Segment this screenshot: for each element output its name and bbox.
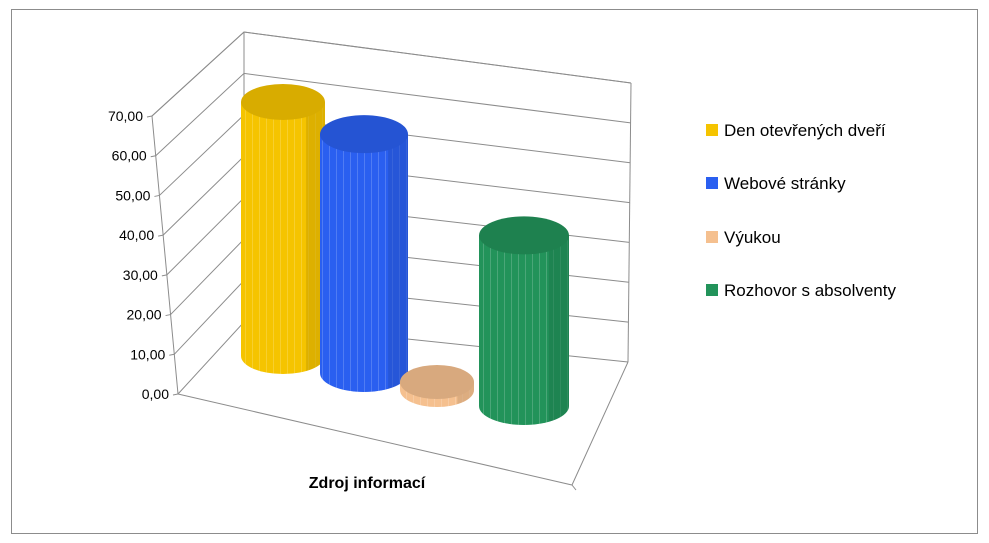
y-tick-mark [172, 393, 179, 396]
y-tick-label: 70,00 [108, 108, 143, 124]
y-tick-label: 60,00 [112, 148, 147, 164]
x-axis-label: Zdroj informací [309, 475, 426, 492]
y-tick-mark [150, 155, 156, 158]
bar-top [241, 84, 325, 120]
bar-top [320, 115, 408, 154]
y-tick-label: 30,00 [123, 267, 158, 283]
bar-0 [241, 84, 325, 374]
y-axis: 0,00 10,00 20,00 30,00 40,00 50,00 60,00 70,00 [108, 108, 179, 402]
y-tick-mark [154, 194, 160, 197]
y-tick-label: 40,00 [119, 227, 154, 243]
legend-swatch [706, 177, 718, 189]
bar-texture [320, 134, 408, 392]
y-tick-mark [158, 234, 164, 237]
bar-texture [479, 235, 569, 425]
bar-shade [548, 235, 569, 422]
legend: Den otevřených dveří Webové stránky Výukou… [706, 121, 896, 300]
bar-top [400, 365, 474, 399]
y-tick-mark [169, 353, 175, 356]
gridline [155, 72, 631, 157]
bar-3 [479, 216, 569, 425]
y-tick-label: 10,00 [130, 346, 165, 362]
y-tick-label: 20,00 [127, 307, 162, 323]
wall-back-right-edge [627, 82, 632, 363]
legend-label: Rozhovor s absolventy [724, 281, 896, 300]
bars [241, 84, 569, 425]
bar-texture [241, 102, 325, 374]
bar-shade [388, 134, 408, 389]
legend-label: Den otevřených dveří [724, 121, 886, 140]
floor-tick [571, 484, 577, 491]
gridline [151, 31, 632, 117]
legend-label: Výukou [724, 228, 781, 247]
y-tick-mark [161, 274, 167, 277]
bar-1 [320, 115, 408, 392]
y-tick-label: 50,00 [115, 187, 150, 203]
y-tick-mark [165, 314, 171, 317]
legend-swatch [706, 124, 718, 136]
y-tick-label: 0,00 [142, 386, 169, 402]
legend-swatch [706, 231, 718, 243]
legend-swatch [706, 284, 718, 296]
bar-2 [400, 365, 474, 407]
bar-top [479, 216, 569, 255]
legend-label: Webové stránky [724, 174, 846, 193]
y-tick-mark [146, 115, 153, 118]
